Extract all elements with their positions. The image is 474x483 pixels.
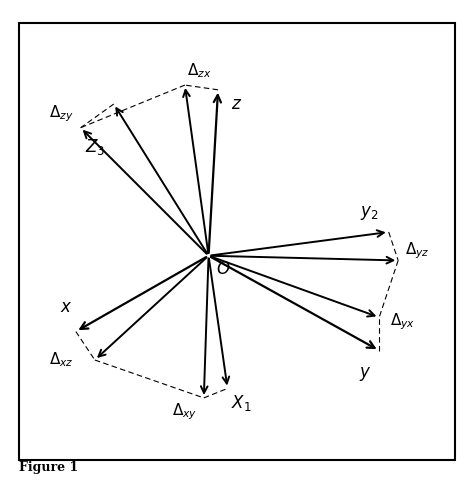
Text: $O$: $O$ xyxy=(216,261,230,278)
Text: $\Delta_{xz}$: $\Delta_{xz}$ xyxy=(49,351,74,369)
Text: $X_1$: $X_1$ xyxy=(231,393,252,412)
Text: $\Delta_{yx}$: $\Delta_{yx}$ xyxy=(390,312,416,332)
Text: $y_2$: $y_2$ xyxy=(360,204,379,222)
Text: $z$: $z$ xyxy=(231,96,243,113)
Text: $x$: $x$ xyxy=(60,299,73,316)
Text: $\Delta_{zx}$: $\Delta_{zx}$ xyxy=(187,61,211,80)
Text: $\Delta_{yz}$: $\Delta_{yz}$ xyxy=(405,241,429,261)
Text: $Z_3$: $Z_3$ xyxy=(85,137,105,156)
Text: $y$: $y$ xyxy=(359,365,371,383)
Text: $\Delta_{xy}$: $\Delta_{xy}$ xyxy=(172,402,198,423)
Text: Figure 1: Figure 1 xyxy=(19,461,78,474)
Text: $\Delta_{zy}$: $\Delta_{zy}$ xyxy=(49,103,74,124)
